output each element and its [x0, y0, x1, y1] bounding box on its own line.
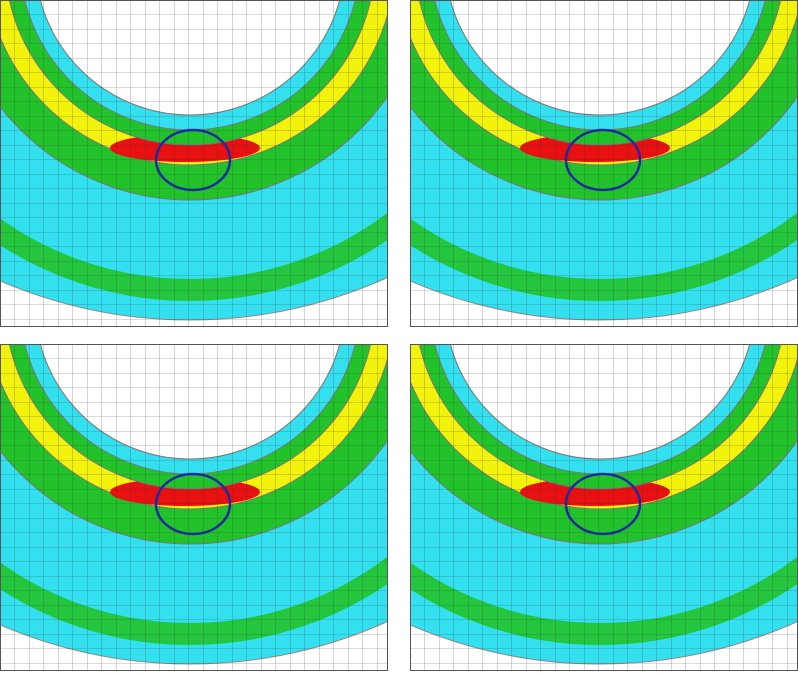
figure: [0, 0, 798, 673]
